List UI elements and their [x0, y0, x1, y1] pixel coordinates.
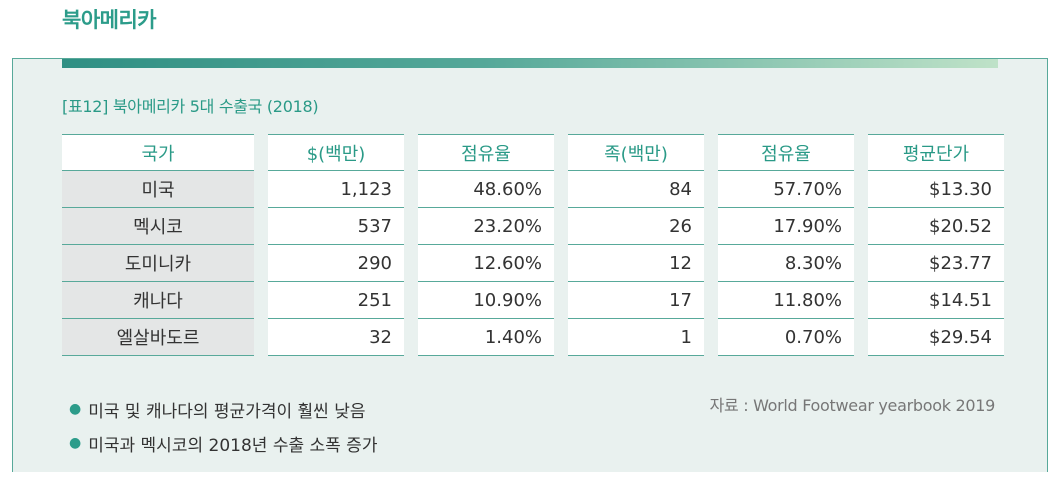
table-row: 엘살바도르 32 1.40% 1 0.70% $29.54: [62, 319, 1004, 356]
table-row: 멕시코 537 23.20% 26 17.90% $20.52: [62, 208, 1004, 245]
cell-avg-price: $23.77: [868, 245, 1004, 282]
bullet-icon: ●: [69, 401, 82, 417]
cell-country: 멕시코: [62, 208, 254, 245]
cell-usd-share: 12.60%: [418, 245, 554, 282]
table-title: [표12] 북아메리카 5대 수출국 (2018): [62, 97, 319, 116]
note-text: 미국 및 캐나다의 평균가격이 훨씬 낮음: [88, 401, 366, 422]
source-credit: 자료 : World Footwear yearbook 2019: [709, 396, 996, 415]
cell-pairs-share: 17.90%: [718, 208, 854, 245]
gradient-bar: [62, 59, 998, 68]
cell-usd-share: 1.40%: [418, 319, 554, 356]
cell-pairs: 26: [568, 208, 704, 245]
note-item: ● 미국과 멕시코의 2018년 수출 소폭 증가: [69, 426, 377, 460]
cell-pairs-share: 0.70%: [718, 319, 854, 356]
cell-pairs-share: 11.80%: [718, 282, 854, 319]
cell-pairs: 12: [568, 245, 704, 282]
cell-country: 엘살바도르: [62, 319, 254, 356]
cell-usd: 1,123: [268, 171, 404, 208]
export-table: 국가 $(백만) 점유율 족(백만) 점유율 평균단가 미국 1,123 48.…: [62, 134, 1004, 356]
cell-country: 캐나다: [62, 282, 254, 319]
cell-usd: 32: [268, 319, 404, 356]
col-header-avg-price: 평균단가: [868, 134, 1004, 171]
col-header-pairs: 족(백만): [568, 134, 704, 171]
cell-usd-share: 23.20%: [418, 208, 554, 245]
note-text: 미국과 멕시코의 2018년 수출 소폭 증가: [88, 435, 378, 456]
col-header-usd-share: 점유율: [418, 134, 554, 171]
cell-avg-price: $13.30: [868, 171, 1004, 208]
cell-usd: 290: [268, 245, 404, 282]
content-panel: [표12] 북아메리카 5대 수출국 (2018) 국가 $(백만) 점유율 족…: [12, 58, 1048, 472]
bullet-icon: ●: [69, 435, 82, 451]
cell-pairs-share: 8.30%: [718, 245, 854, 282]
cell-pairs: 84: [568, 171, 704, 208]
cell-country: 미국: [62, 171, 254, 208]
note-item: ● 미국 및 캐나다의 평균가격이 훨씬 낮음: [69, 392, 377, 426]
col-header-country: 국가: [62, 134, 254, 171]
section-heading: 북아메리카: [62, 8, 157, 32]
table-row: 미국 1,123 48.60% 84 57.70% $13.30: [62, 171, 1004, 208]
cell-pairs-share: 57.70%: [718, 171, 854, 208]
col-header-usd: $(백만): [268, 134, 404, 171]
col-header-pairs-share: 점유율: [718, 134, 854, 171]
cell-pairs: 1: [568, 319, 704, 356]
cell-country: 도미니카: [62, 245, 254, 282]
cell-usd: 251: [268, 282, 404, 319]
cell-usd-share: 10.90%: [418, 282, 554, 319]
table-header-row: 국가 $(백만) 점유율 족(백만) 점유율 평균단가: [62, 134, 1004, 171]
cell-usd-share: 48.60%: [418, 171, 554, 208]
cell-avg-price: $14.51: [868, 282, 1004, 319]
cell-avg-price: $29.54: [868, 319, 1004, 356]
cell-usd: 537: [268, 208, 404, 245]
notes-list: ● 미국 및 캐나다의 평균가격이 훨씬 낮음 ● 미국과 멕시코의 2018년…: [69, 392, 377, 460]
table-row: 도미니카 290 12.60% 12 8.30% $23.77: [62, 245, 1004, 282]
cell-pairs: 17: [568, 282, 704, 319]
table-row: 캐나다 251 10.90% 17 11.80% $14.51: [62, 282, 1004, 319]
cell-avg-price: $20.52: [868, 208, 1004, 245]
